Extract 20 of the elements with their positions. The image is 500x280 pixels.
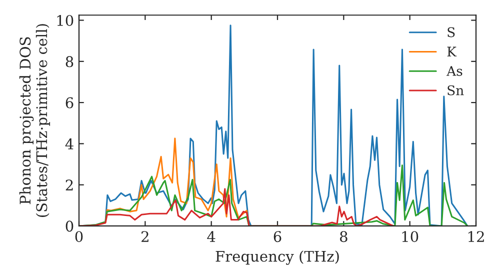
line-series xyxy=(79,188,394,226)
x-tick-label: 4 xyxy=(207,231,216,242)
y-axis-title: Phonon projected DOS (States/THz·primitive cell) xyxy=(19,24,50,217)
x-tick-label: 8 xyxy=(340,231,348,242)
legend-label: Sn xyxy=(448,85,464,96)
y-tick-label: 8 xyxy=(66,56,74,68)
x-tick-label: 0 xyxy=(75,231,83,242)
x-axis-title: Frequency (THz) xyxy=(216,250,339,265)
y-tick-label: 10 xyxy=(57,14,74,26)
x-tick-label: 12 xyxy=(468,231,484,242)
x-tick-label: 2 xyxy=(142,231,148,242)
x-tick-label: 6 xyxy=(274,231,282,242)
y-tick-label: 6 xyxy=(66,97,74,108)
legend-label: S xyxy=(448,27,455,38)
legend-label: K xyxy=(447,46,457,56)
y-tick-label: 0 xyxy=(66,220,74,232)
legend-label: As xyxy=(446,66,462,76)
y-tick-label: 2 xyxy=(66,180,73,190)
x-tick-label: 10 xyxy=(402,231,418,242)
y-tick-label: 4 xyxy=(65,138,74,150)
